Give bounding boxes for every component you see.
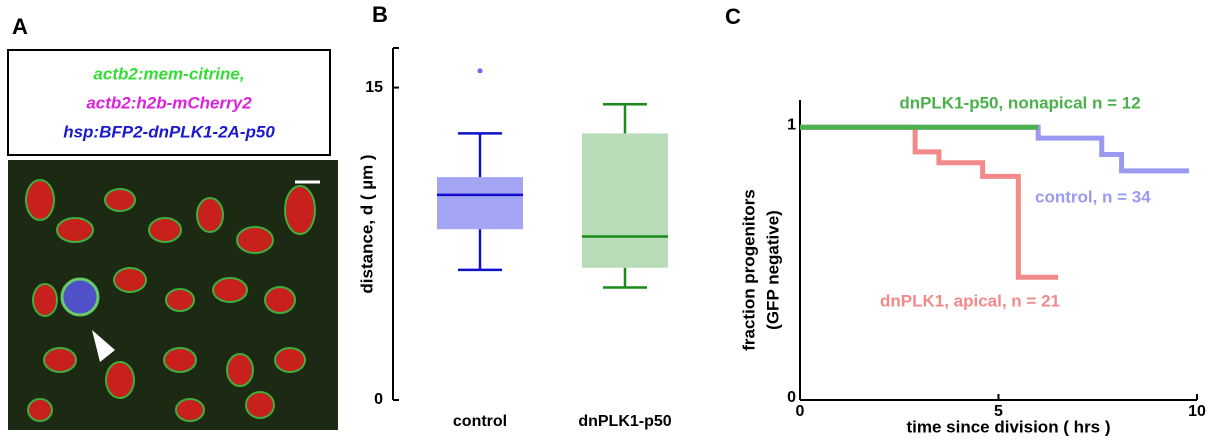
panel-label: B xyxy=(372,2,388,27)
panel-label: A xyxy=(12,14,28,39)
y-tick-label: 0 xyxy=(374,391,383,408)
y-tick-label: 15 xyxy=(365,79,383,96)
step-line xyxy=(800,124,1190,174)
legend-text: hsp:BFP2-dnPLK1-2A-p50 xyxy=(63,122,275,141)
y-axis-label: distance, d ( µm ) xyxy=(357,154,376,293)
x-tick-label: control xyxy=(453,413,507,430)
y-axis-label: (GFP negative) xyxy=(763,210,782,330)
step-line xyxy=(800,124,1059,280)
series-label: dnPLK1, apical, n = 21 xyxy=(880,291,1060,310)
y-tick-label: 1 xyxy=(787,116,796,133)
legend-text: actb2:mem-citrine, xyxy=(93,64,244,83)
x-tick-label: dnPLK1-p50 xyxy=(578,413,671,430)
outlier xyxy=(477,68,483,74)
y-tick-label: 0 xyxy=(787,389,796,406)
x-tick-label: 5 xyxy=(994,403,1003,420)
panel-label: C xyxy=(725,4,741,29)
legend-box xyxy=(7,49,331,156)
legend-text: actb2:h2b-mCherry2 xyxy=(86,93,252,112)
y-axis-label: fraction progenitors xyxy=(739,189,758,351)
x-tick-label: 10 xyxy=(1188,403,1206,420)
box xyxy=(582,133,668,268)
x-tick-label: 0 xyxy=(796,403,805,420)
series-label: control, n = 34 xyxy=(1035,187,1151,206)
box xyxy=(437,177,523,230)
microscopy-image xyxy=(8,160,338,430)
series-label: dnPLK1-p50, nonapical n = 12 xyxy=(899,93,1140,112)
x-axis-label: time since division ( hrs ) xyxy=(906,417,1110,436)
